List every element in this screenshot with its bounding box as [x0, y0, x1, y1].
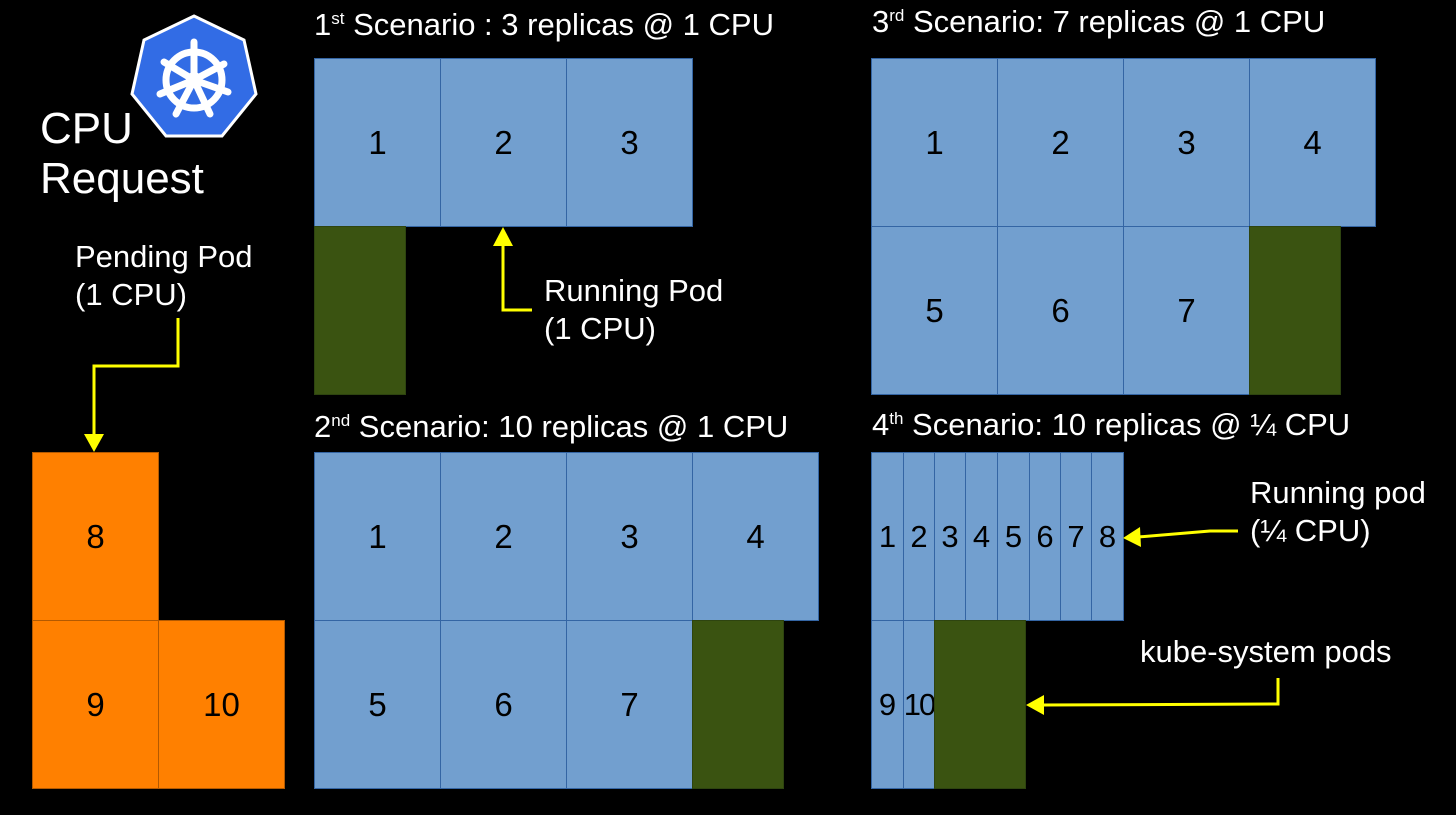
running-pod: 3: [1123, 58, 1250, 227]
pending-pod: 9: [32, 620, 159, 789]
running-pod-note-line-1: Running Pod: [544, 273, 724, 308]
running-pod: 3: [566, 58, 693, 227]
quarter-cpu-pod: 1: [871, 452, 904, 621]
running-quarter-pod-note-line-2: (¼ CPU): [1250, 513, 1371, 548]
quarter-arrow-head: [1123, 527, 1141, 547]
pending-pod-note: Pending Pod (1 CPU): [75, 238, 253, 314]
scenario-4-title: 4th Scenario: 10 replicas @ ¼ CPU: [872, 407, 1351, 442]
running-quarter-pod-note: Running pod (¼ CPU): [1250, 474, 1426, 550]
running-pod: 6: [440, 620, 567, 789]
running-pod: 7: [1123, 226, 1250, 395]
running-pod: 2: [440, 58, 567, 227]
scenario-2-title: 2nd Scenario: 10 replicas @ 1 CPU: [314, 409, 789, 444]
quarter-cpu-pod: 6: [1029, 452, 1061, 621]
heading-line-1: CPU: [40, 104, 133, 153]
running-pod: 4: [692, 452, 819, 621]
quarter-cpu-pod: 4: [965, 452, 998, 621]
running-pod: 1: [871, 58, 998, 227]
pending-pod: 8: [32, 452, 159, 621]
heading-line-2: Request: [40, 154, 204, 203]
pending-pod-note-line-1: Pending Pod: [75, 239, 253, 274]
running-pod-note-line-2: (1 CPU): [544, 311, 656, 346]
running-pod: 1: [314, 452, 441, 621]
running-arrow: [501, 244, 532, 312]
kube-system-pod: [1249, 226, 1341, 395]
scenario-3-title: 3rd Scenario: 7 replicas @ 1 CPU: [872, 4, 1326, 39]
running-quarter-pod-note-line-1: Running pod: [1250, 475, 1426, 510]
running-pod-note: Running Pod (1 CPU): [544, 272, 723, 348]
quarter-cpu-pod: 7: [1060, 452, 1092, 621]
scenario-1-title: 1st Scenario : 3 replicas @ 1 CPU: [314, 7, 774, 42]
kube-system-pod: [934, 620, 1026, 789]
kube-system-note: kube-system pods: [1140, 634, 1392, 669]
kube-system-arrow-head: [1026, 695, 1044, 715]
running-pod: 1: [314, 58, 441, 227]
quarter-arrow: [1137, 529, 1238, 539]
cpu-request-heading: CPU Request: [40, 104, 204, 204]
pending-pod: 10: [158, 620, 285, 789]
running-pod: 4: [1249, 58, 1376, 227]
pending-arrow: [92, 318, 180, 436]
kubernetes-logo-icon: [130, 14, 258, 138]
quarter-cpu-pod: 2: [903, 452, 935, 621]
running-pod: 6: [997, 226, 1124, 395]
kube-system-pod: [314, 226, 406, 395]
kube-system-pod: [692, 620, 784, 789]
running-arrow-head: [493, 227, 513, 246]
pending-pod-note-line-2: (1 CPU): [75, 277, 187, 312]
quarter-cpu-pod: 8: [1091, 452, 1124, 621]
kube-system-arrow: [1041, 678, 1280, 707]
pending-arrow-head: [84, 434, 104, 452]
running-pod: 7: [566, 620, 693, 789]
